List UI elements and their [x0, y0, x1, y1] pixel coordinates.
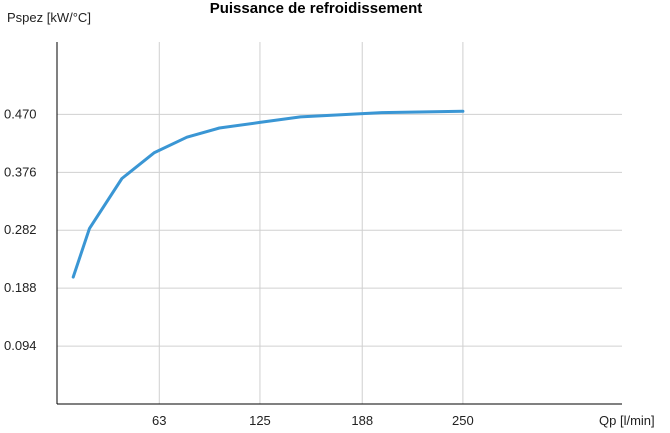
y-tick-label: 0.282: [4, 222, 37, 237]
y-tick-label: 0.376: [4, 164, 37, 179]
y-tick-label: 0.094: [4, 338, 37, 353]
x-tick-label: 125: [249, 413, 271, 428]
x-tick-label: 188: [351, 413, 373, 428]
x-tick-labels: 63 125 188 250: [152, 413, 474, 428]
y-tick-label: 0.188: [4, 280, 37, 295]
x-axis-label: Qp [l/min]: [599, 413, 655, 428]
chart-title: Puissance de refroidissement: [210, 0, 423, 17]
x-gridlines: [158, 42, 464, 404]
y-tick-label: 0.470: [4, 106, 37, 121]
x-tick-label: 63: [152, 413, 166, 428]
y-tick-labels: 0.094 0.188 0.282 0.376 0.470: [4, 106, 37, 353]
series-line: [71, 109, 465, 279]
x-tick-label: 250: [452, 413, 474, 428]
y-axis-label: Pspez [kW/°C]: [7, 10, 91, 25]
